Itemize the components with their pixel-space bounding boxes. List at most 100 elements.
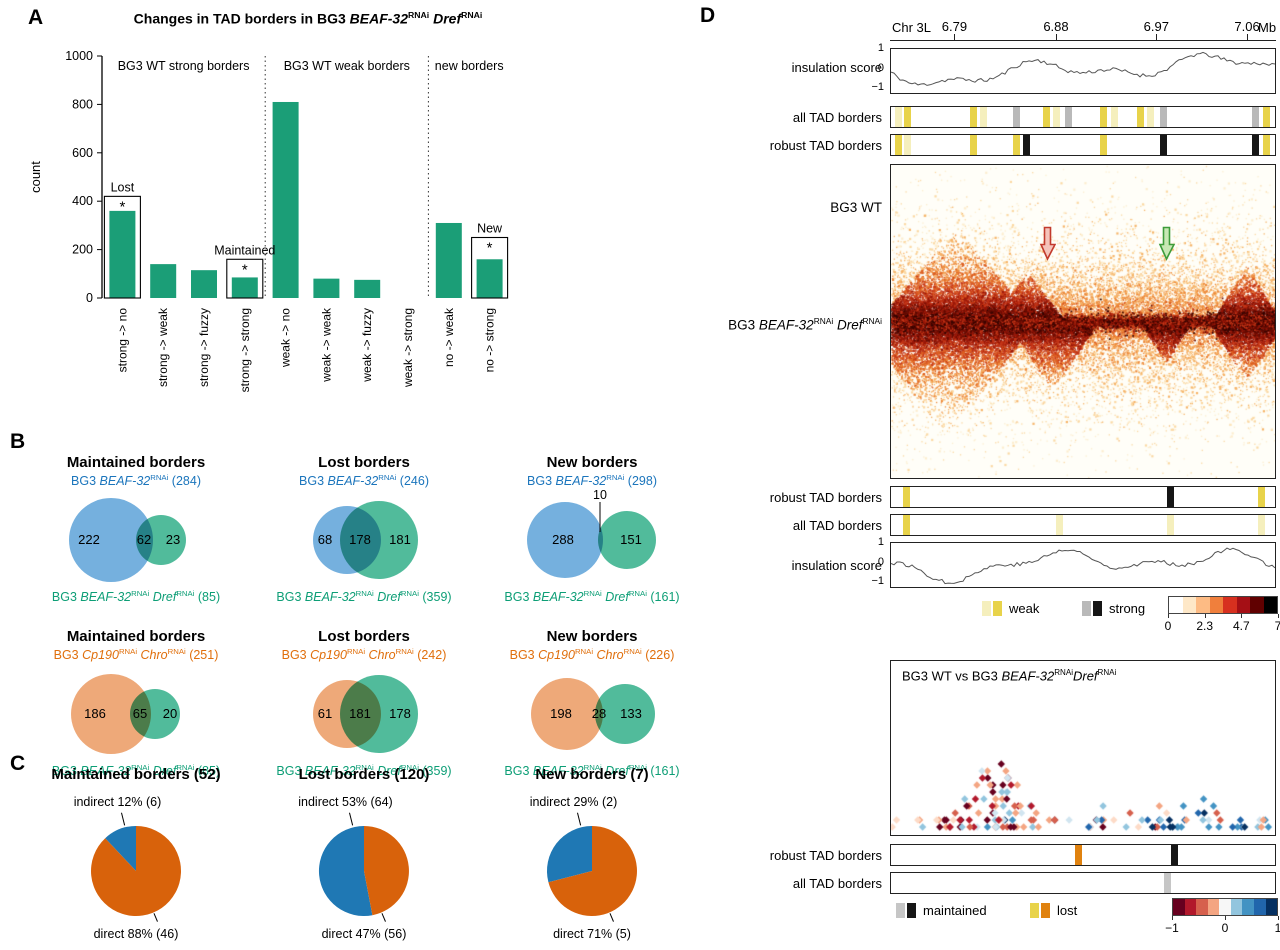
scale-tick: [1168, 614, 1169, 618]
tad-border-block-w1: [1100, 107, 1108, 127]
text-part: BG3: [509, 648, 539, 663]
venn-cell: Lost borders BG3 BEAF-32RNAi (246) 68 178 18…: [250, 454, 478, 604]
venn-set-label-bottom: BG3 BEAF-32RNAi DrefRNAi (359): [250, 589, 478, 604]
insulation-line-top: [890, 51, 1276, 86]
venn-diagram: 61 181 178: [313, 675, 418, 754]
scale-tick-label: 0: [1221, 921, 1229, 935]
venn-count-left: 222: [78, 532, 100, 547]
text-part: Dref: [377, 764, 401, 779]
tad-border-block-w2: [1053, 107, 1061, 127]
tad-border-block-w1: [969, 135, 977, 155]
bar: [272, 101, 299, 298]
scale-cell: [1169, 597, 1183, 613]
track-label-all-top: all TAD borders: [792, 110, 882, 125]
diff-heatmap-title: BG3 WT vs BG3 BEAF-32RNAiDrefRNAi: [902, 668, 1116, 683]
tad-border-block-s1: [1159, 107, 1167, 127]
bar: [231, 277, 258, 298]
heatmap-label-wt: BG3 WT: [830, 200, 882, 215]
pie-chart: indirect 12% (6) direct 88% (46): [73, 795, 181, 941]
text-part: RNAi: [461, 10, 483, 20]
insulation-track-top: [890, 48, 1276, 94]
robust-tad-borders-track-top: [890, 134, 1276, 156]
insulation-track-bottom: [890, 542, 1276, 588]
tad-border-block-w1: [902, 487, 910, 507]
text-part: RNAi: [813, 316, 834, 326]
venn-cell: Maintained borders BG3 BEAF-32RNAi (284) 2…: [22, 454, 250, 604]
ruler-line: [890, 40, 1276, 41]
venn-title: Maintained borders: [66, 628, 206, 646]
panel-a: A Changes in TAD borders in BG3 BEAF-32R…: [18, 0, 528, 432]
text-part: Dref: [377, 590, 401, 605]
text-part: RNAi: [1097, 668, 1117, 677]
track-label-insulation-bottom: insulation score: [791, 558, 882, 573]
text-part: RNAi: [862, 316, 882, 326]
pie-leader-direct: [381, 913, 386, 922]
bar: [150, 264, 177, 298]
legend-maintained: maintained: [896, 902, 987, 919]
track-label-all-mid: all TAD borders: [792, 518, 882, 533]
text-part: RNAi: [355, 589, 374, 599]
insulation-line-bottom: [890, 547, 1276, 585]
venn-title: Maintained borders: [66, 454, 206, 471]
tad-border-block-w1: [1042, 107, 1050, 127]
text-part: BG3: [281, 648, 311, 663]
pie-grid: Maintained borders (52) indirect 12% (6) d…: [22, 766, 706, 950]
x-tick-label: strong -> no: [115, 308, 129, 373]
bar: [313, 278, 340, 298]
legend-weak-label: weak: [1009, 601, 1040, 617]
tad-border-block-w2: [980, 107, 988, 127]
text-part: BG3: [276, 764, 305, 779]
legend-swatch: [982, 601, 991, 617]
all-tad-borders-track-top: [890, 106, 1276, 128]
venn-set-label-top: BG3 BEAF-32RNAi (284): [22, 473, 250, 488]
annotation-box: [103, 195, 141, 299]
annotation-box: [471, 236, 509, 299]
x-tick-label: strong -> fuzzy: [197, 308, 211, 387]
hic-heatmap-box: [890, 164, 1276, 479]
legend-swatch: [1030, 903, 1039, 919]
tad-border-block-w1: [969, 107, 977, 127]
axis-label-1b: 1: [877, 536, 884, 548]
venn-circle-left: [69, 498, 153, 583]
venn-count-overlap: 10: [593, 488, 607, 502]
pie-leader-indirect: [576, 812, 581, 826]
annotation-label: Lost: [111, 180, 135, 194]
tad-border-block-s1: [1064, 107, 1072, 127]
venn-diagram: 68 178 181: [313, 501, 418, 580]
text-part: BEAF-32: [555, 474, 607, 489]
scale-cell: [1250, 597, 1264, 613]
text-part: RNAi: [606, 473, 625, 482]
axis-label-minus1: −1: [871, 81, 884, 93]
tad-border-block-w1: [902, 515, 910, 535]
venn-circle-right: [136, 515, 186, 566]
insulation-polyline: [890, 51, 1276, 86]
text-part: BG3: [728, 317, 759, 333]
tad-border-block-w2: [1257, 515, 1265, 535]
hic-heatmap-canvas: [891, 165, 1275, 478]
text-part: Dref: [605, 764, 629, 779]
scale-tick: [1278, 614, 1279, 618]
bar: [435, 222, 462, 298]
scale-tick-label: 1: [1274, 921, 1280, 935]
tad-border-block-w1: [1262, 107, 1270, 127]
text-part: BG3: [51, 590, 81, 605]
axis-label-0: 0: [877, 62, 884, 74]
scale-tick: [1278, 916, 1279, 920]
venn-set-label-bottom: BG3 BEAF-32RNAi DrefRNAi (85): [22, 589, 250, 604]
text-part: BEAF-32: [99, 474, 151, 489]
scale-tick-label: 0: [1164, 619, 1172, 633]
scale-tick-label: 4.7: [1232, 619, 1250, 633]
x-tick-label: weak -> no: [279, 308, 293, 368]
weak-swatches: [982, 600, 1004, 617]
venn-count-overlap: 178: [349, 532, 371, 547]
scale-cell: [1209, 597, 1223, 613]
text-part: RNAi: [176, 763, 195, 773]
pie-cell: Maintained borders (52) indirect 12% (6) d…: [22, 766, 250, 950]
text-part: RNAi: [131, 763, 150, 773]
text-part: BEAF-32: [304, 590, 356, 605]
pie-leader-indirect: [120, 812, 125, 826]
significance-star: *: [487, 240, 493, 257]
text-part: Dref: [152, 764, 177, 779]
text-part: RNAi: [628, 763, 647, 773]
venn-title: New borders: [546, 628, 638, 646]
